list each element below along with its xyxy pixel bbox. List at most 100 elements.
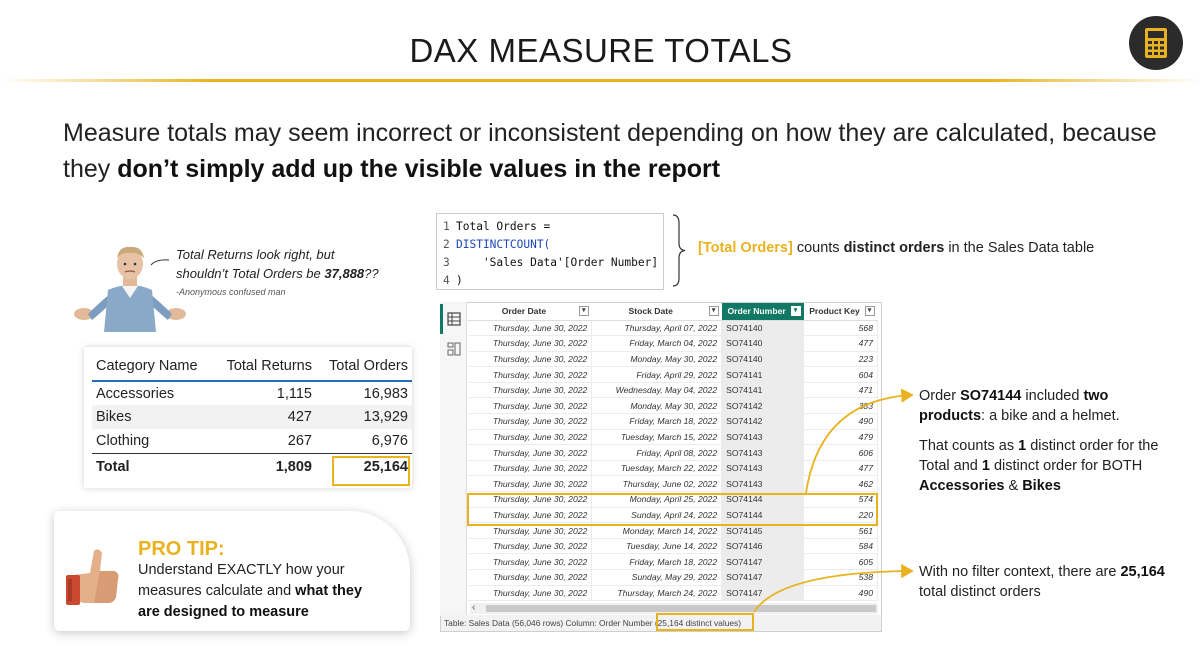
order-date-cell[interactable]: Thursday, June 30, 2022: [468, 382, 593, 399]
order-number-cell[interactable]: SO74141: [721, 382, 805, 399]
column-header-stock-date[interactable]: Stock Date ▾: [591, 303, 722, 321]
callout-1-order: SO74144: [960, 388, 1022, 404]
order-date-cell[interactable]: Thursday, June 30, 2022: [468, 429, 593, 446]
order-date-cell[interactable]: Thursday, June 30, 2022: [468, 507, 593, 524]
pro-tip-title: PRO TIP:: [138, 538, 225, 560]
order-number-cell[interactable]: SO74147: [721, 569, 805, 586]
dax-code-editor[interactable]: 1 Total Orders = 2 DISTINCTCOUNT(3 'Sales D…: [436, 213, 664, 290]
column-header-product-key[interactable]: Product Key ▾: [803, 303, 878, 321]
quote-expected-total: 37,888: [324, 266, 365, 281]
order-date-cell[interactable]: Thursday, June 30, 2022: [468, 475, 593, 493]
stock-date-cell[interactable]: Thursday, March 24, 2022: [591, 585, 723, 602]
order-date-cell[interactable]: Thursday, June 30, 2022: [468, 397, 593, 415]
stock-date-cell[interactable]: Friday, April 29, 2022: [591, 366, 723, 383]
order-number-cell[interactable]: SO74142: [721, 413, 805, 430]
stock-date-cell[interactable]: Thursday, April 07, 2022: [591, 320, 723, 337]
stock-date-cell[interactable]: Tuesday, March 22, 2022: [591, 460, 723, 477]
order-date-cell[interactable]: Thursday, June 30, 2022: [468, 553, 593, 570]
order-date-cell[interactable]: Thursday, June 30, 2022: [468, 444, 593, 461]
product-key-cell[interactable]: 490: [803, 585, 878, 602]
stock-date-cell[interactable]: Sunday, April 24, 2022: [591, 507, 723, 524]
code-description-bold: distinct orders: [843, 240, 945, 256]
product-key-cell[interactable]: 561: [803, 522, 878, 539]
stock-date-cell[interactable]: Friday, March 04, 2022: [591, 335, 723, 352]
stock-date-cell[interactable]: Monday, March 14, 2022: [591, 522, 723, 539]
header-total-returns[interactable]: Total Returns: [212, 352, 316, 382]
stock-date-cell[interactable]: Thursday, June 02, 2022: [591, 475, 723, 493]
order-number-cell[interactable]: SO74140: [721, 335, 805, 352]
callout-2-one: 1: [1018, 438, 1027, 454]
horizontal-scrollbar[interactable]: ‹: [470, 602, 878, 614]
column-header-order-date[interactable]: Order Date ▾: [468, 303, 592, 321]
column-header-order-number[interactable]: Order Number ▾: [721, 303, 804, 321]
table-row: Thursday, June 30, 2022 Friday, April 29,…: [468, 366, 878, 383]
header-category-name[interactable]: Category Name: [92, 352, 213, 382]
order-date-cell[interactable]: Thursday, June 30, 2022: [468, 460, 593, 477]
title-underline: [0, 79, 1202, 82]
order-number-cell[interactable]: SO74142: [721, 397, 805, 415]
stock-date-cell[interactable]: Tuesday, March 15, 2022: [591, 429, 723, 446]
summary-table-visual: Category Name Total Returns Total Orders…: [84, 347, 412, 488]
table-view-icon[interactable]: [447, 312, 461, 326]
stock-date-cell[interactable]: Monday, May 30, 2022: [591, 351, 723, 368]
order-number-cell[interactable]: SO74140: [721, 351, 805, 368]
product-key-cell[interactable]: 477: [803, 460, 878, 477]
order-number-cell[interactable]: SO74143: [721, 460, 805, 477]
measure-name: [Total Orders]: [698, 240, 793, 256]
order-number-cell[interactable]: SO74147: [721, 553, 805, 570]
product-key-cell[interactable]: 223: [803, 351, 878, 368]
dropdown-icon[interactable]: ▾: [864, 306, 875, 316]
order-number-cell[interactable]: SO74140: [721, 320, 805, 337]
scrollbar-thumb[interactable]: [486, 605, 876, 612]
product-key-cell[interactable]: 477: [803, 335, 878, 352]
product-key-cell[interactable]: 604: [803, 366, 878, 383]
dropdown-icon[interactable]: ▾: [708, 306, 719, 316]
order-date-cell[interactable]: Thursday, June 30, 2022: [468, 569, 593, 586]
order-date-cell[interactable]: Thursday, June 30, 2022: [468, 320, 593, 337]
model-view-icon[interactable]: [447, 342, 461, 356]
callout-3-end: total distinct orders: [919, 584, 1041, 600]
scroll-left-icon[interactable]: ‹: [472, 602, 476, 613]
table-row: Thursday, June 30, 2022 Friday, March 04,…: [468, 335, 878, 352]
stock-date-cell[interactable]: Tuesday, June 14, 2022: [591, 538, 723, 555]
dropdown-icon[interactable]: ▾: [578, 306, 589, 316]
order-date-cell[interactable]: Thursday, June 30, 2022: [468, 585, 593, 602]
order-date-cell[interactable]: Thursday, June 30, 2022: [468, 413, 593, 430]
order-number-cell[interactable]: SO74141: [721, 366, 805, 383]
order-number-cell[interactable]: SO74143: [721, 475, 805, 493]
code-description-text: counts: [792, 240, 844, 256]
stock-date-cell[interactable]: Monday, May 30, 2022: [591, 397, 723, 415]
line-number: 4: [443, 274, 450, 287]
order-number-cell[interactable]: SO74144: [721, 507, 805, 524]
product-key-cell[interactable]: 568: [803, 320, 878, 337]
product-key-cell[interactable]: 471: [803, 382, 878, 399]
order-date-cell[interactable]: Thursday, June 30, 2022: [468, 538, 593, 555]
order-number-cell[interactable]: SO74143: [721, 444, 805, 461]
order-number-cell[interactable]: SO74146: [721, 538, 805, 555]
order-date-cell[interactable]: Thursday, June 30, 2022: [468, 491, 593, 508]
order-date-cell[interactable]: Thursday, June 30, 2022: [468, 522, 593, 539]
order-date-cell[interactable]: Thursday, June 30, 2022: [468, 366, 593, 383]
order-date-cell[interactable]: Thursday, June 30, 2022: [468, 351, 593, 368]
stock-date-cell[interactable]: Friday, March 18, 2022: [591, 413, 723, 430]
product-key-cell[interactable]: 606: [803, 444, 878, 461]
header-total-orders[interactable]: Total Orders: [316, 352, 412, 382]
summary-header-row: Category Name Total Returns Total Orders: [92, 352, 412, 382]
stock-date-cell[interactable]: Friday, March 18, 2022: [591, 553, 723, 570]
stock-date-cell[interactable]: Sunday, May 29, 2022: [591, 569, 723, 586]
dropdown-icon[interactable]: ▾: [790, 306, 801, 316]
product-key-cell[interactable]: 462: [803, 475, 878, 493]
product-key-cell[interactable]: 605: [803, 553, 878, 570]
stock-date-cell[interactable]: Monday, April 25, 2022: [591, 491, 723, 508]
headline-bold: don’t simply add up the visible values i…: [117, 155, 721, 183]
table-row: Bikes 427 13,929: [92, 405, 412, 429]
stock-date-cell[interactable]: Friday, April 08, 2022: [591, 444, 723, 461]
order-number-cell[interactable]: SO74145: [721, 522, 805, 539]
order-date-cell[interactable]: Thursday, June 30, 2022: [468, 335, 593, 352]
callout-2-one-b: 1: [981, 458, 990, 474]
product-key-cell[interactable]: 479: [803, 429, 878, 446]
order-number-cell[interactable]: SO74144: [721, 491, 805, 508]
stock-date-cell[interactable]: Wednesday, May 04, 2022: [591, 382, 723, 399]
order-number-cell[interactable]: SO74143: [721, 429, 805, 446]
product-key-cell[interactable]: 584: [803, 538, 878, 555]
